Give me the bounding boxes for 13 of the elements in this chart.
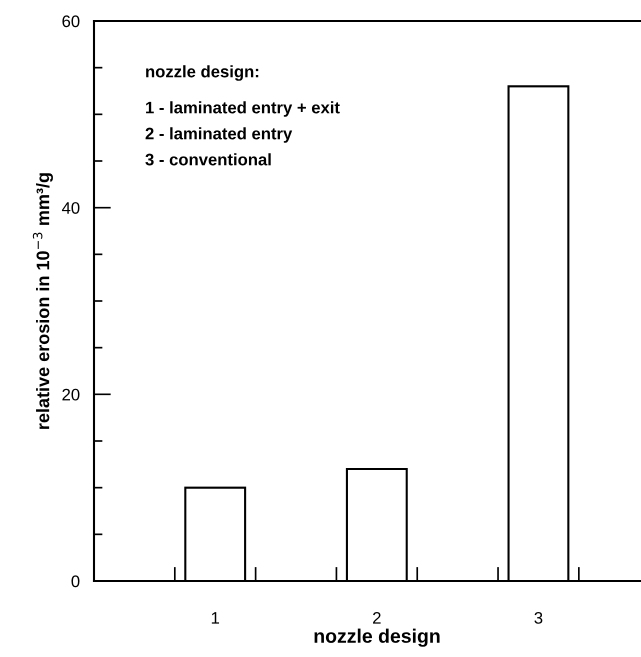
annotation: nozzle design: <box>146 65 258 81</box>
x-axis-title: nozzle design <box>314 628 440 647</box>
annotation: 1 - laminated entry + exit <box>146 101 340 117</box>
annotation: 2 - laminated entry <box>146 127 292 143</box>
annotation: 3 - conventional <box>145 153 271 166</box>
y-tick-label: 20 <box>62 388 80 401</box>
x-tick-label: 1 <box>212 612 220 624</box>
y-tick-label: 0 <box>71 575 80 588</box>
x-tick-label: 2 <box>373 612 381 624</box>
y-tick-label: 60 <box>62 15 80 28</box>
y-axis-title: relative erosion in 10$^{−3}$ mm³/g <box>32 173 53 429</box>
y-tick-label: 40 <box>62 202 80 214</box>
x-tick-label: 3 <box>534 612 542 624</box>
